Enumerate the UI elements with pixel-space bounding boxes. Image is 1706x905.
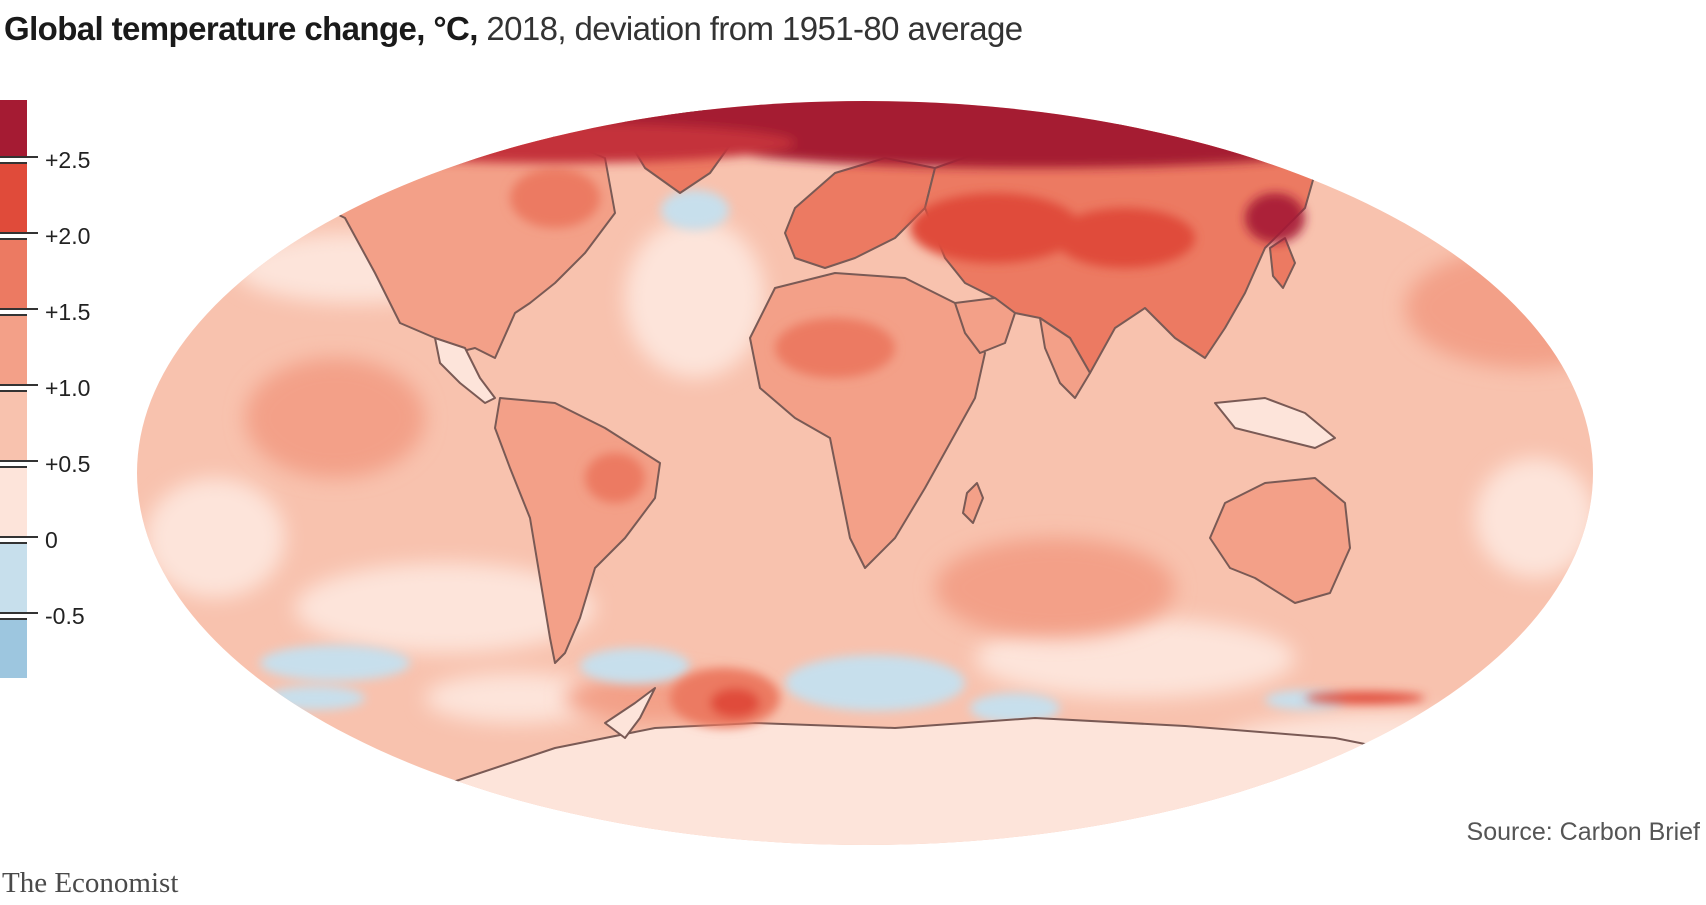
legend-label: +1.5: [45, 299, 91, 325]
legend-tick: [0, 536, 38, 538]
legend-tick: [0, 466, 27, 468]
legend-gap: [0, 538, 27, 542]
warm-siberia-west: [910, 193, 1080, 263]
legend-tick: [0, 612, 38, 614]
arctic-siberia: [705, 118, 1365, 168]
legend-tick: [0, 308, 38, 310]
legend-tick: [0, 238, 27, 240]
legend-tick: [0, 314, 27, 316]
cold-north-atlantic: [661, 190, 729, 230]
legend-tick: [0, 460, 38, 462]
source-note: Source: Carbon Brief: [1466, 818, 1700, 846]
warm-weddell-core: [710, 688, 760, 718]
world-map: [135, 98, 1595, 848]
ocean-warm-indian: [935, 538, 1175, 638]
legend-tick: [0, 390, 27, 392]
legend-gap: [0, 310, 27, 314]
cold-drake: [580, 648, 690, 684]
land-indonesia: [1214, 397, 1336, 449]
legend-label: 0: [45, 527, 58, 553]
publisher-logo: The Economist: [2, 867, 179, 899]
land-antarctic-peninsula: [604, 687, 656, 739]
legend-swatch: [0, 544, 27, 616]
legend-tick: [0, 156, 38, 158]
ocean-pale-pacific-east: [145, 478, 285, 598]
cold-antarctic-coast: [970, 693, 1060, 723]
warm-canada-east: [510, 168, 600, 228]
land-arabia: [954, 297, 1016, 354]
ocean-warm-east-pacific: [245, 358, 425, 478]
legend-label: -0.5: [45, 603, 85, 629]
legend-label: +2.5: [45, 147, 91, 173]
color-legend: +2.5 +2.0 +1.5 +1.0 +0.5 0 -0.5: [0, 100, 130, 725]
legend-swatch: [0, 240, 27, 312]
legend-label: +2.0: [45, 223, 91, 249]
legend-gap: [0, 158, 27, 162]
warm-far-east: [1245, 193, 1305, 243]
land-australia: [1209, 477, 1351, 604]
cold-weddell: [785, 655, 965, 711]
land-madagascar: [962, 482, 984, 524]
legend-swatch: [0, 100, 27, 160]
world-map-svg: [137, 101, 1593, 845]
ocean-pale-west-pacific: [1475, 458, 1593, 578]
ocean-pale-north-atlantic: [625, 218, 765, 378]
land-india: [1039, 317, 1091, 399]
legend-tick: [0, 162, 27, 164]
cold-southern-pacific: [260, 645, 410, 681]
legend-gap: [0, 462, 27, 466]
warm-siberia-east: [1055, 208, 1195, 268]
warm-sahel: [775, 318, 895, 378]
legend-swatch: [0, 392, 27, 464]
legend-gap: [0, 614, 27, 618]
warm-brazil: [585, 453, 645, 503]
title-subtitle: 2018, deviation from 1951-80 average: [477, 10, 1023, 47]
legend-swatch: [0, 316, 27, 388]
legend-swatch: [0, 620, 27, 678]
legend-gap: [0, 234, 27, 238]
legend-label: +1.0: [45, 375, 91, 401]
chart-title: Global temperature change, °C, 2018, dev…: [4, 10, 1023, 48]
ocean-pale-south-pacific: [425, 673, 605, 723]
legend-tick: [0, 618, 27, 620]
legend-gap: [0, 386, 27, 390]
legend-tick: [0, 542, 27, 544]
land-central-america: [434, 337, 496, 404]
legend-label: +0.5: [45, 451, 91, 477]
legend-swatch: [0, 468, 27, 540]
legend-swatch: [0, 164, 27, 236]
title-main: Global temperature change, °C,: [4, 10, 478, 47]
cold-southern-pacific-2: [265, 686, 365, 710]
legend-tick: [0, 384, 38, 386]
arctic-canada: [315, 123, 795, 163]
warm-ross-band: [1305, 692, 1425, 704]
legend-tick: [0, 232, 38, 234]
ocean-pale-pacific-south: [295, 563, 595, 653]
